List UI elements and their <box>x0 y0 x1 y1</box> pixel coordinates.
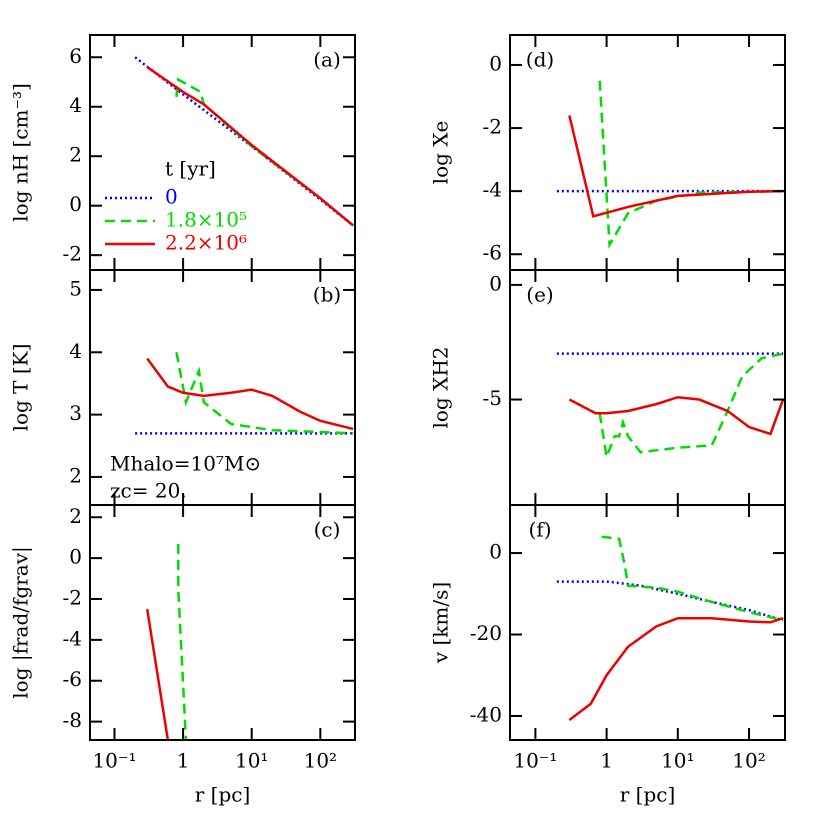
y-tick-label: -40 <box>470 702 502 726</box>
y-tick-label: -6 <box>63 667 82 691</box>
y-tick-label: 0 <box>69 192 82 216</box>
x-tick-label: 10¹ <box>235 749 268 773</box>
y-tick-label: 0 <box>489 540 502 564</box>
legend-title: t [yr] <box>165 157 216 181</box>
y-tick-label: 5 <box>69 276 82 300</box>
panel-label: (f) <box>528 518 551 542</box>
x-axis-label: r [pc] <box>620 783 676 807</box>
x-tick-label: 10² <box>732 749 765 773</box>
x-tick-label: 10² <box>304 749 337 773</box>
data-line <box>598 352 784 462</box>
legend-label: 0 <box>165 185 178 209</box>
panel-label: (a) <box>313 48 341 72</box>
y-tick-label: 4 <box>69 339 82 363</box>
y-axis-label: log |frad/fgrav| <box>9 546 34 699</box>
y-tick-label: 3 <box>69 401 82 425</box>
y-tick-label: -2 <box>63 242 82 266</box>
data-line <box>598 80 784 249</box>
panel-label: (b) <box>313 283 341 307</box>
x-axis-label: r [pc] <box>195 783 251 807</box>
y-tick-label: 2 <box>69 504 82 528</box>
annotation: Mhalo=10⁷M⊙ <box>110 452 261 476</box>
y-tick-label: -8 <box>63 708 82 732</box>
data-line <box>568 616 784 722</box>
frame <box>89 504 356 741</box>
y-axis-label: log XH2 <box>429 346 453 428</box>
x-tick-label: 10¹ <box>661 749 694 773</box>
data-line <box>146 357 354 431</box>
x-tick-label: 10⁻¹ <box>513 749 557 773</box>
panel-label: (c) <box>314 518 341 542</box>
y-tick-label: -4 <box>63 626 82 650</box>
panel-label: (e) <box>526 283 553 307</box>
y-tick-label: 0 <box>489 271 502 295</box>
y-tick-label: 6 <box>69 44 82 68</box>
data-line <box>556 580 784 622</box>
y-tick-label: 2 <box>69 143 82 167</box>
data-line <box>175 352 354 435</box>
y-axis-label: v [km/s] <box>429 582 453 664</box>
y-tick-label: -20 <box>470 621 502 645</box>
frame <box>509 504 786 741</box>
legend-label: 2.2×10⁶ <box>165 231 247 255</box>
panel-label: (d) <box>526 48 554 72</box>
y-tick-label: 0 <box>69 545 82 569</box>
data-line <box>176 543 188 740</box>
y-tick-label: 4 <box>69 93 82 117</box>
x-tick-label: 1 <box>177 749 190 773</box>
data-line <box>146 66 354 227</box>
y-axis-label: log T [K] <box>9 344 33 432</box>
y-tick-label: -4 <box>483 178 502 202</box>
data-line <box>568 395 785 436</box>
legend-label: 1.8×10⁵ <box>165 208 247 232</box>
y-tick-label: 2 <box>69 463 82 487</box>
y-tick-label: -2 <box>63 586 82 610</box>
y-tick-label: -6 <box>483 241 502 265</box>
y-axis-label: log Xe <box>429 121 453 185</box>
y-axis-label: log nH [cm⁻³] <box>9 83 33 222</box>
y-tick-label: -2 <box>483 115 502 139</box>
annotation: zc= 20. <box>110 479 187 503</box>
data-line <box>145 609 170 740</box>
x-tick-label: 1 <box>600 749 613 773</box>
data-line <box>601 535 784 622</box>
y-tick-label: -5 <box>483 386 502 410</box>
y-tick-label: 0 <box>489 51 502 75</box>
x-tick-label: 10⁻¹ <box>92 749 136 773</box>
data-line <box>568 115 784 218</box>
